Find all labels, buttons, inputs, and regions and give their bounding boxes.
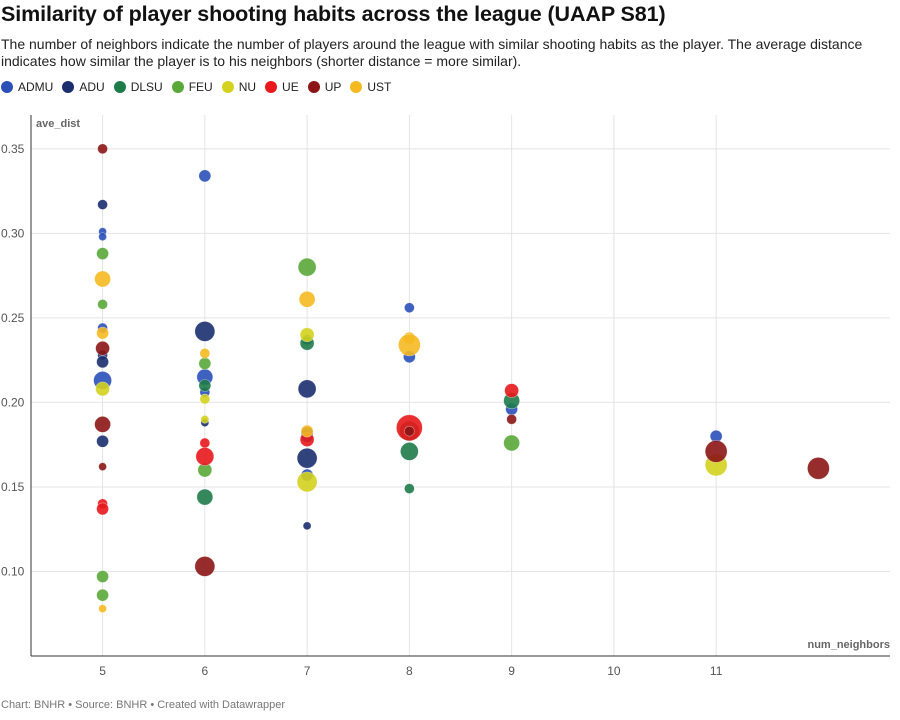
legend-label: ADMU xyxy=(18,80,54,94)
data-point xyxy=(404,302,415,314)
legend-item: UST xyxy=(350,80,391,94)
data-point xyxy=(196,488,214,506)
data-point xyxy=(199,393,211,405)
y-tick-label: 0.25 xyxy=(1,311,25,325)
data-point xyxy=(195,447,215,466)
x-tick-label: 8 xyxy=(406,664,413,678)
y-tick-label: 0.30 xyxy=(1,226,25,240)
data-point xyxy=(299,327,315,343)
legend-item: DLSU xyxy=(113,80,163,94)
x-tick-label: 11 xyxy=(710,664,723,678)
data-point xyxy=(97,199,108,210)
legend-swatch xyxy=(307,81,320,93)
data-point xyxy=(199,348,211,359)
data-point xyxy=(298,290,316,308)
data-point xyxy=(300,424,314,438)
x-tick-label: 10 xyxy=(607,664,621,678)
data-point xyxy=(98,604,107,613)
legend-swatch xyxy=(62,81,75,93)
data-point xyxy=(503,434,520,452)
legend-label: ADU xyxy=(79,80,105,94)
y-tick-label: 0.35 xyxy=(1,142,25,156)
x-tick-label: 6 xyxy=(202,664,209,678)
data-point xyxy=(97,299,108,310)
legend-label: UE xyxy=(282,80,299,94)
data-point xyxy=(199,437,211,449)
data-point xyxy=(198,379,212,392)
data-point xyxy=(98,232,107,242)
data-point xyxy=(302,521,312,531)
data-point xyxy=(400,442,419,461)
data-point xyxy=(398,333,421,357)
data-point xyxy=(506,414,517,425)
data-point xyxy=(296,447,318,469)
legend-label: UST xyxy=(367,80,392,94)
data-point xyxy=(198,357,212,370)
legend-item: ADMU xyxy=(1,80,53,94)
legend-item: NU xyxy=(221,80,257,94)
legend-label: DLSU xyxy=(130,80,163,94)
legend-label: NU xyxy=(238,80,257,94)
data-point xyxy=(96,355,109,369)
legend-item: UP xyxy=(307,80,342,94)
data-point xyxy=(200,415,210,424)
x-tick-label: 7 xyxy=(304,664,311,678)
data-point xyxy=(98,462,107,471)
data-point xyxy=(194,321,216,342)
data-point xyxy=(194,556,216,577)
legend-swatch xyxy=(350,81,363,93)
data-point xyxy=(94,416,111,433)
legend-item: ADU xyxy=(62,80,105,94)
legend-label: UP xyxy=(324,80,342,94)
y-tick-label: 0.20 xyxy=(1,395,25,409)
data-point xyxy=(504,383,519,398)
data-point xyxy=(94,270,111,288)
data-point xyxy=(704,440,728,463)
x-axis-label: num_neighbors xyxy=(807,639,890,651)
x-tick-label: 9 xyxy=(508,664,515,678)
data-point xyxy=(297,257,317,277)
legend-swatch xyxy=(113,81,126,93)
legend-label: FEU xyxy=(188,80,213,94)
chart-footer: Chart: BNHR • Source: BNHR • Created wit… xyxy=(1,699,286,711)
data-point xyxy=(96,326,109,340)
y-tick-label: 0.15 xyxy=(1,480,25,494)
data-point xyxy=(96,434,109,448)
data-point xyxy=(97,143,108,155)
data-point xyxy=(198,169,212,183)
legend-item: UE xyxy=(265,80,299,94)
data-point xyxy=(95,341,110,356)
legend-swatch xyxy=(221,81,234,93)
data-point xyxy=(297,379,317,399)
legend-swatch xyxy=(1,81,13,93)
data-point xyxy=(296,471,318,493)
data-point xyxy=(96,247,109,260)
data-point xyxy=(404,425,415,437)
data-point xyxy=(95,381,110,397)
data-point xyxy=(96,502,109,516)
y-axis-label: ave_dist xyxy=(36,118,80,130)
y-tick-label: 0.10 xyxy=(1,564,25,578)
chart-title: Similarity of player shooting habits acr… xyxy=(1,2,666,26)
legend-swatch xyxy=(265,81,278,93)
legend-swatch xyxy=(171,81,184,93)
x-tick-label: 5 xyxy=(99,664,106,678)
legend: ADMU ADU DLSU FEU NU UE UP UST xyxy=(1,80,400,94)
data-point xyxy=(96,570,109,583)
chart-description: The number of neighbors indicate the num… xyxy=(1,36,863,69)
data-point xyxy=(807,457,830,480)
data-point xyxy=(404,483,415,494)
legend-item: FEU xyxy=(171,80,213,94)
data-point xyxy=(96,588,109,602)
